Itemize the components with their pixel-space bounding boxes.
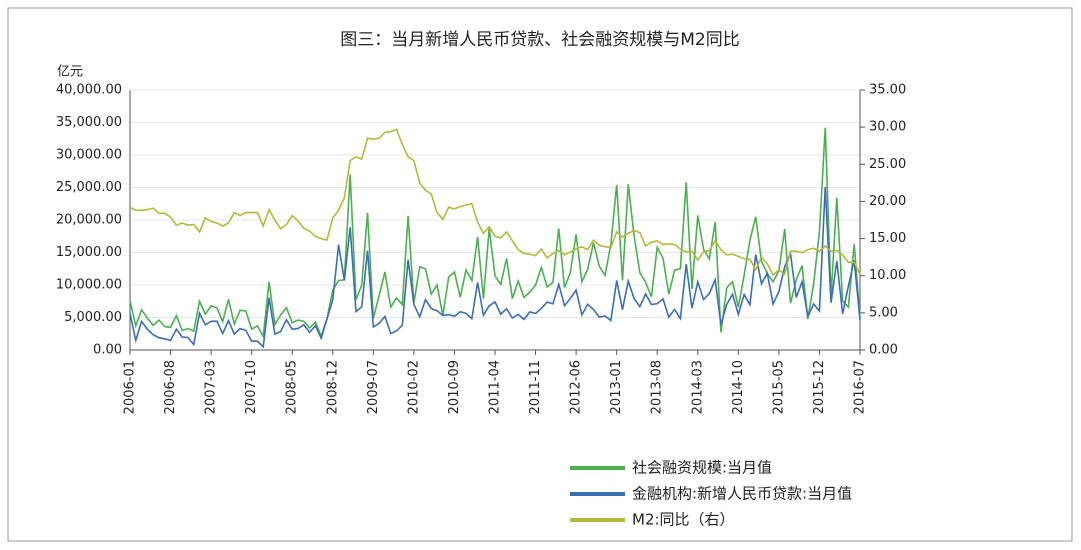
x-tick-label: 2007-10 [244,360,259,414]
x-tick-label: 2013-08 [650,360,665,414]
y-tick-label: 40,000.00 [56,83,122,98]
legend-label: 金融机构:新增人民币贷款:当月值 [632,485,852,503]
frame [7,7,1073,542]
series-line [129,127,861,339]
chart-title: 图三：当月新增人民币贷款、社会融资规模与M2同比 [340,30,739,50]
series-line [129,186,861,349]
y2-tick-label: 15.00 [869,231,906,246]
x-tick-label: 2012-06 [569,360,584,414]
x-tick-label: 2011-11 [528,360,543,414]
y-tick-label: 30,000.00 [56,148,122,163]
x-tick-label: 2013-01 [609,360,624,414]
x-tick-label: 2010-09 [447,360,462,414]
x-tick-label: 2016-07 [853,360,868,414]
x-tick-label: 2007-03 [204,360,219,414]
y-tick-label: 10,000.00 [56,278,122,293]
y2-tick-label: 10.00 [869,268,906,283]
y-tick-label: 15,000.00 [56,245,122,260]
y2-tick-label: 30.00 [869,120,906,135]
x-tick-label: 2015-05 [771,360,786,414]
y-tick-label: 20,000.00 [56,213,122,228]
y-tick-label: 25,000.00 [56,180,122,195]
x-tick-label: 2010-02 [406,360,421,414]
y2-tick-label: 0.00 [869,343,898,358]
y-tick-label: 0.00 [93,343,122,358]
y2-tick-label: 35.00 [869,83,906,98]
x-tick-label: 2014-03 [690,360,705,414]
x-tick-label: 2008-05 [285,360,300,414]
y-axis-label: 亿元 [57,65,83,80]
y-tick-label: 35,000.00 [56,115,122,130]
x-tick-label: 2006-01 [123,360,138,414]
y2-tick-label: 20.00 [869,194,906,209]
y-tick-label: 5,000.00 [64,310,122,325]
y2-tick-label: 5.00 [869,305,898,320]
x-tick-label: 2009-07 [366,360,381,414]
x-tick-label: 2006-08 [163,360,178,414]
y2-tick-label: 25.00 [869,157,906,172]
x-tick-label: 2008-12 [325,360,340,414]
x-tick-label: 2011-04 [488,360,503,414]
legend-label: 社会融资规模:当月值 [632,459,772,477]
series-line [129,128,861,277]
legend-label: M2:同比（右） [632,511,735,529]
x-tick-label: 2015-12 [812,360,827,414]
x-tick-label: 2014-10 [731,360,746,414]
